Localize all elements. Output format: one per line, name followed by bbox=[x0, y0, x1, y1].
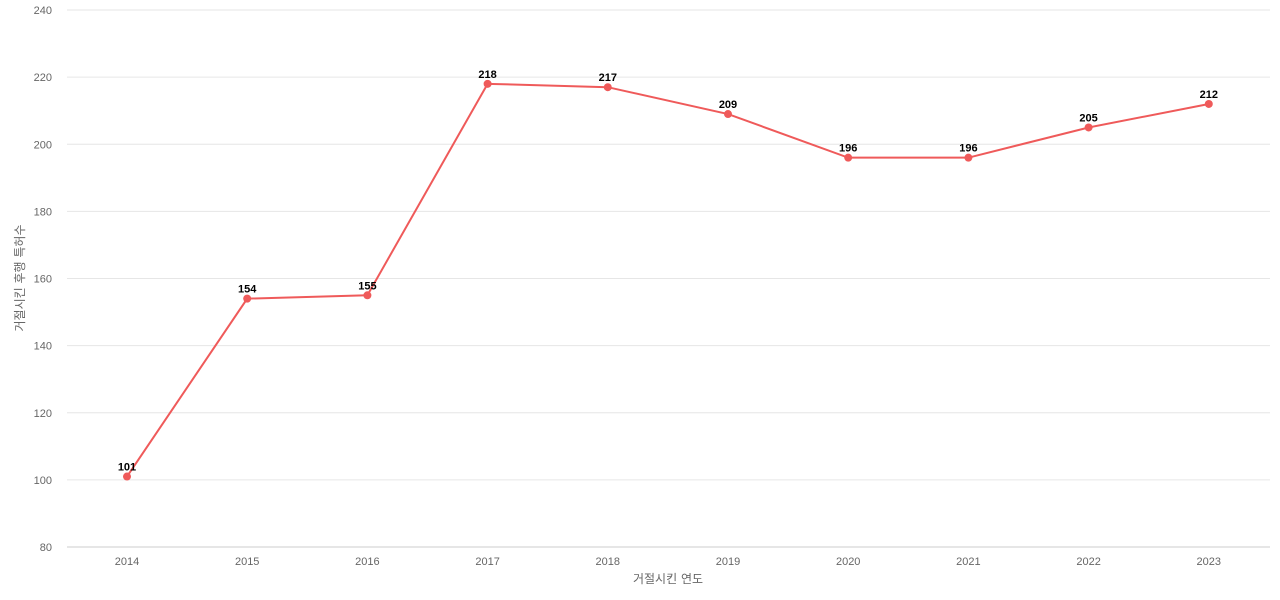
series-line bbox=[126, 82, 1209, 478]
y-tick-label: 220 bbox=[34, 72, 52, 84]
data-point bbox=[123, 472, 131, 481]
x-tick-label: 2019 bbox=[716, 556, 740, 568]
grid-lines bbox=[67, 9, 1270, 548]
data-label: 212 bbox=[1200, 89, 1218, 101]
data-point bbox=[483, 79, 492, 88]
data-label: 217 bbox=[599, 72, 617, 84]
data-point bbox=[724, 110, 732, 119]
y-axis-ticks: 80 100 120 140 160 180 200 220 240 bbox=[34, 5, 52, 554]
data-point bbox=[603, 83, 612, 92]
x-tick-label: 2016 bbox=[355, 556, 379, 568]
data-label: 205 bbox=[1079, 112, 1097, 124]
data-point bbox=[1084, 123, 1093, 132]
x-axis-ticks: 2014 2015 2016 2017 2018 2019 2020 2021 2022 2023 bbox=[115, 556, 1221, 568]
y-tick-label: 200 bbox=[34, 139, 52, 151]
x-tick-label: 2018 bbox=[596, 556, 620, 568]
y-tick-label: 80 bbox=[40, 542, 52, 554]
data-point bbox=[243, 294, 252, 303]
x-tick-label: 2020 bbox=[836, 556, 860, 568]
data-label: 196 bbox=[839, 143, 857, 155]
data-point bbox=[844, 153, 853, 162]
y-tick-label: 120 bbox=[34, 408, 52, 420]
x-tick-label: 2022 bbox=[1076, 556, 1100, 568]
data-label: 154 bbox=[238, 284, 257, 296]
y-tick-label: 160 bbox=[34, 274, 52, 286]
x-tick-label: 2023 bbox=[1197, 556, 1221, 568]
series-group bbox=[123, 79, 1213, 481]
y-tick-label: 100 bbox=[34, 475, 52, 487]
data-label: 209 bbox=[719, 99, 737, 111]
x-tick-label: 2015 bbox=[235, 556, 259, 568]
data-point bbox=[1204, 99, 1213, 108]
data-labels: 101 154 155 218 217 209 196 196 205 212 bbox=[118, 69, 1218, 474]
y-tick-label: 180 bbox=[34, 206, 52, 218]
y-tick-label: 140 bbox=[34, 341, 52, 353]
x-tick-label: 2014 bbox=[115, 556, 139, 568]
data-label: 101 bbox=[118, 462, 136, 474]
y-axis-title: 거절시킨 후행 특허수 bbox=[12, 225, 27, 332]
data-label: 218 bbox=[478, 69, 496, 81]
data-point bbox=[964, 153, 973, 162]
x-tick-label: 2021 bbox=[956, 556, 980, 568]
y-tick-label: 240 bbox=[34, 5, 52, 17]
x-tick-label: 2017 bbox=[475, 556, 499, 568]
data-point bbox=[363, 291, 372, 300]
data-label: 196 bbox=[959, 143, 977, 155]
x-axis-title: 거절시킨 연도 bbox=[633, 572, 703, 586]
data-label: 155 bbox=[358, 280, 376, 292]
